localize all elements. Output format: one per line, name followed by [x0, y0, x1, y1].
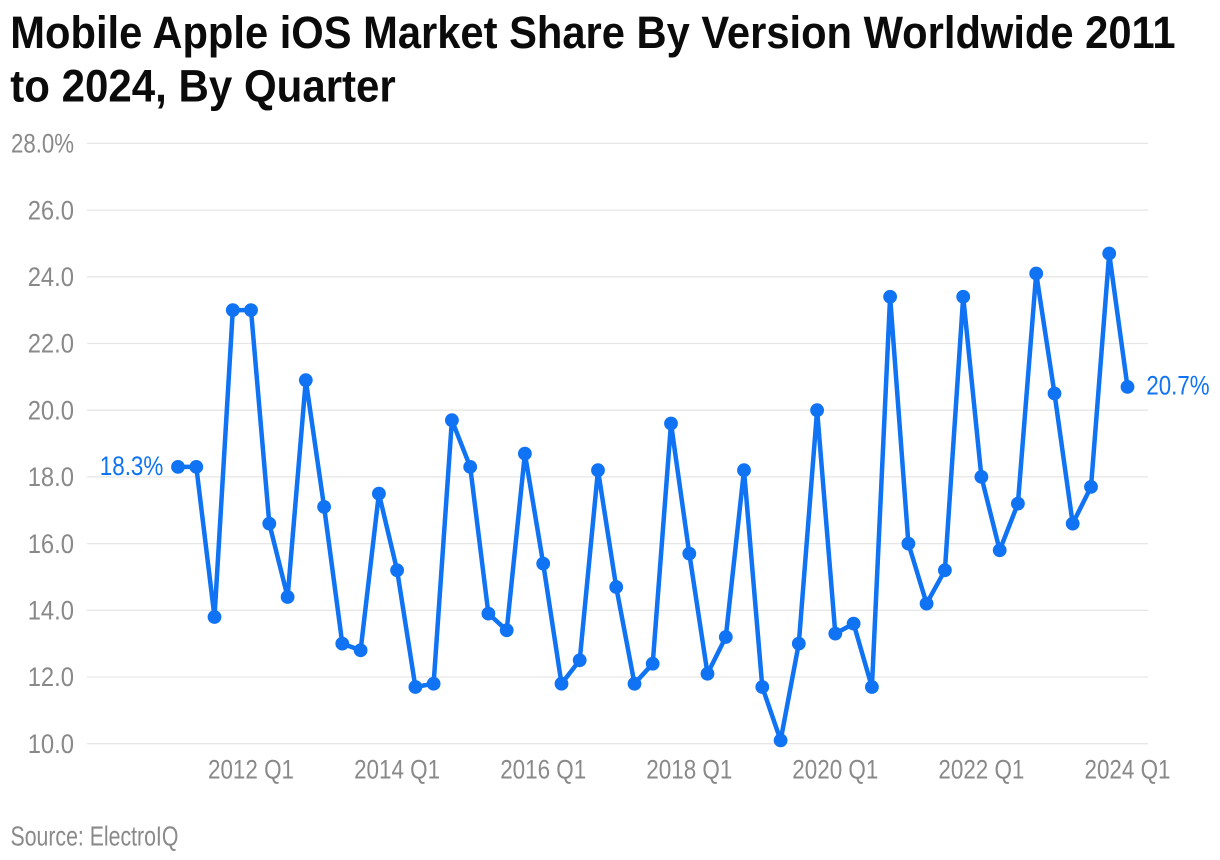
svg-text:20.7%: 20.7% [1146, 370, 1209, 400]
svg-text:28.0%: 28.0% [11, 129, 74, 159]
svg-text:Source: ElectroIQ: Source: ElectroIQ [11, 820, 179, 851]
svg-text:Mobile Apple iOS Market Share: Mobile Apple iOS Market Share By Version… [10, 7, 1175, 58]
svg-text:2014 Q1: 2014 Q1 [354, 755, 440, 785]
svg-text:2022 Q1: 2022 Q1 [938, 755, 1024, 785]
svg-text:12.0: 12.0 [28, 662, 74, 692]
svg-text:16.0: 16.0 [28, 529, 74, 559]
svg-text:18.0: 18.0 [28, 462, 74, 492]
svg-text:2024 Q1: 2024 Q1 [1085, 755, 1171, 785]
svg-text:14.0: 14.0 [28, 596, 74, 626]
svg-text:2016 Q1: 2016 Q1 [500, 755, 586, 785]
svg-text:2012 Q1: 2012 Q1 [208, 755, 294, 785]
svg-text:2018 Q1: 2018 Q1 [646, 755, 732, 785]
svg-text:to 2024, By Quarter: to 2024, By Quarter [10, 61, 396, 112]
svg-text:10.0: 10.0 [28, 729, 74, 759]
svg-text:24.0: 24.0 [28, 262, 74, 292]
svg-text:2020 Q1: 2020 Q1 [792, 755, 878, 785]
svg-text:20.0: 20.0 [28, 395, 74, 425]
svg-text:26.0: 26.0 [28, 195, 74, 225]
svg-text:18.3%: 18.3% [100, 451, 164, 481]
svg-text:22.0: 22.0 [28, 329, 74, 359]
